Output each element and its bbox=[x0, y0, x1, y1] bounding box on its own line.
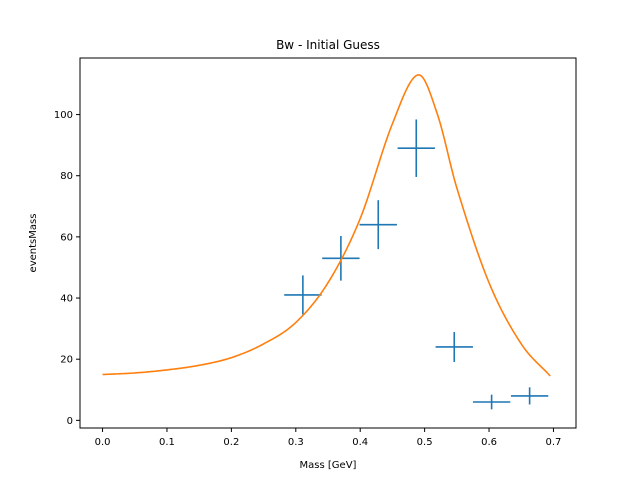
y-tick-label: 40 bbox=[60, 294, 73, 305]
x-tick-label: 0.7 bbox=[546, 437, 562, 448]
y-tick-label: 100 bbox=[54, 110, 73, 121]
chart-title: Bw - Initial Guess bbox=[276, 38, 380, 52]
x-tick-label: 0.2 bbox=[223, 437, 239, 448]
y-tick-label: 0 bbox=[67, 416, 73, 427]
x-tick-label: 0.3 bbox=[288, 437, 304, 448]
data-layer bbox=[102, 74, 551, 410]
y-axis: 0 20 40 60 80 100 bbox=[54, 110, 80, 427]
x-tick-label: 0.1 bbox=[159, 437, 175, 448]
data-point-0 bbox=[284, 275, 322, 315]
x-tick-label: 0.0 bbox=[95, 437, 111, 448]
y-tick-label: 20 bbox=[60, 355, 73, 366]
data-point-5 bbox=[472, 394, 511, 410]
plot-frame bbox=[79, 57, 577, 429]
data-point-3 bbox=[397, 119, 435, 177]
x-tick-label: 0.5 bbox=[417, 437, 433, 448]
x-axis: 0.0 0.1 0.2 0.3 0.4 0.5 0.6 0.7 bbox=[95, 428, 562, 448]
data-point-6 bbox=[510, 387, 549, 405]
x-tick-label: 0.4 bbox=[352, 437, 368, 448]
data-point-2 bbox=[359, 200, 397, 250]
y-tick-label: 80 bbox=[60, 171, 73, 182]
data-point-1 bbox=[322, 235, 360, 281]
y-tick-label: 60 bbox=[60, 232, 73, 243]
x-tick-label: 0.6 bbox=[481, 437, 497, 448]
data-point-4 bbox=[435, 331, 473, 362]
model-curve bbox=[102, 74, 551, 377]
x-axis-label: Mass [GeV] bbox=[300, 460, 357, 471]
y-axis-label: eventsMass bbox=[28, 214, 39, 273]
